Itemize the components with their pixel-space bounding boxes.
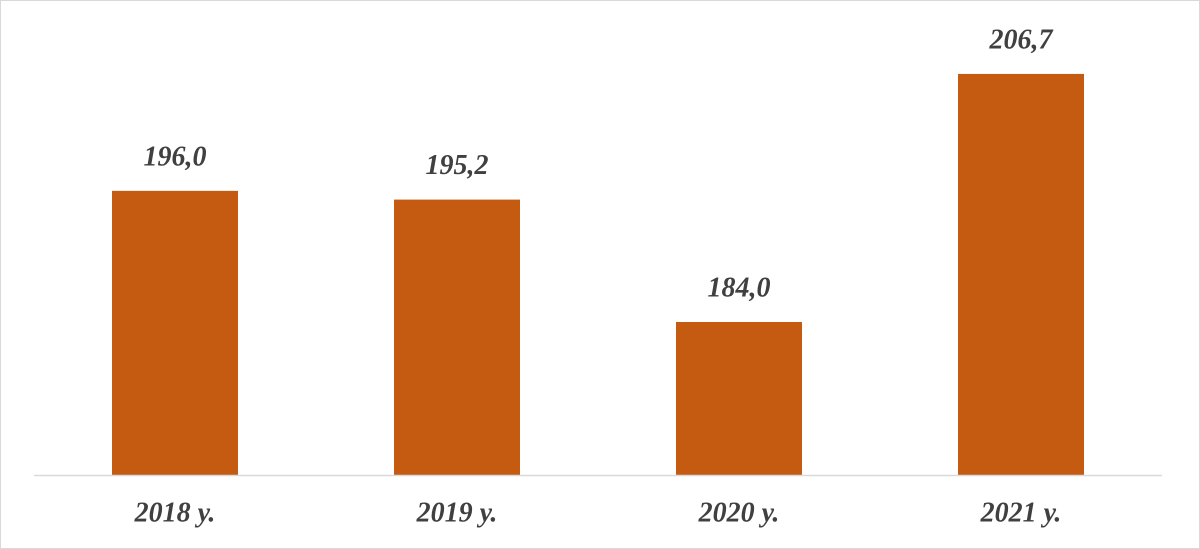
bar	[676, 322, 802, 475]
x-tick-label: 2021 у.	[980, 497, 1062, 528]
x-tick-label: 2019 у.	[416, 497, 498, 528]
value-label: 196,0	[144, 141, 207, 172]
x-tick-label: 2020 у.	[698, 497, 780, 528]
bar	[112, 190, 238, 475]
x-tick-label: 2018 у.	[134, 497, 216, 528]
value-label: 195,2	[426, 150, 489, 181]
bar	[958, 73, 1084, 476]
value-label: 184,0	[708, 272, 771, 303]
value-label: 206,7	[989, 24, 1054, 55]
bar	[394, 199, 520, 475]
